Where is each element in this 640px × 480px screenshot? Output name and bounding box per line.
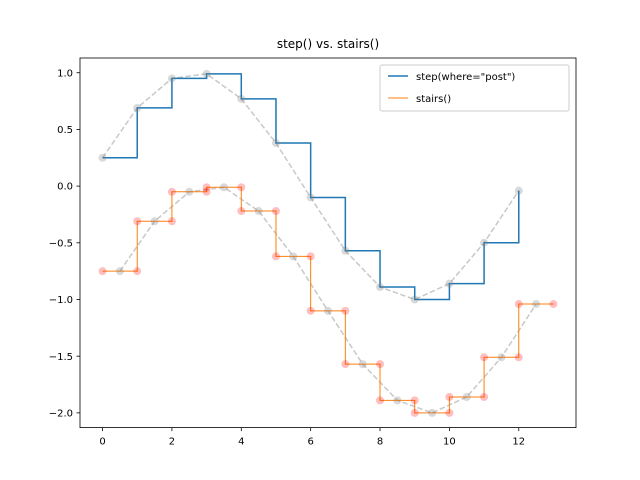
stairs-edge-point: [341, 360, 350, 369]
stairs-edge-point: [410, 408, 419, 417]
stairs-edge-point: [133, 267, 142, 276]
step-point: [480, 238, 489, 247]
legend-label-stairs: stairs(): [416, 94, 451, 105]
y-tick-label: −1.0: [49, 295, 73, 306]
legend: step(where="post") stairs(): [379, 64, 570, 112]
x-tick-label: 2: [169, 437, 175, 448]
step-point: [306, 193, 315, 202]
y-axis: 1.0 0.5 0.0 −0.5 −1.0 −1.5 −2.0: [49, 68, 80, 419]
y-tick-label: −0.5: [49, 238, 73, 249]
legend-label-step: step(where="post"): [416, 72, 515, 83]
stairs-center-point: [428, 408, 437, 417]
y-tick-label: 0.0: [57, 182, 73, 193]
step-point: [341, 246, 350, 255]
stairs-edge-point: [410, 396, 419, 405]
stairs-center-point: [185, 187, 194, 196]
step-point: [167, 74, 176, 83]
stairs-edge-point: [271, 252, 280, 261]
x-tick-label: 8: [377, 437, 383, 448]
chart-title: step() vs. stairs(): [277, 37, 379, 51]
stairs-edge-point: [549, 300, 558, 309]
stairs-center-point: [115, 267, 124, 276]
legend-box: [379, 64, 570, 112]
stairs-edge-point: [306, 306, 315, 315]
step-point: [514, 186, 523, 195]
y-tick-label: 0.5: [57, 125, 73, 136]
stairs-edge-point: [480, 353, 489, 362]
stairs-edge-point: [445, 408, 454, 417]
stairs-edge-point: [514, 300, 523, 309]
step-point: [237, 94, 246, 103]
stairs-edge-point: [167, 187, 176, 196]
stairs-edge-point: [445, 392, 454, 401]
stairs-center-point: [532, 300, 541, 309]
series-stairs-line: [102, 186, 554, 414]
stairs-edge-point: [341, 306, 350, 315]
x-tick-label: 10: [443, 437, 456, 448]
stairs-edge-point: [133, 217, 142, 226]
y-tick-label: −1.5: [49, 352, 73, 363]
step-point: [410, 295, 419, 304]
stairs-edge-point: [376, 360, 385, 369]
step-point: [98, 153, 107, 162]
step-point: [271, 139, 280, 148]
x-tick-label: 12: [512, 437, 525, 448]
x-tick-label: 6: [307, 437, 313, 448]
x-tick-label: 0: [99, 437, 105, 448]
stairs-center-point: [497, 353, 506, 362]
series-step-line: [102, 73, 520, 301]
step-point: [133, 103, 142, 112]
step-point: [202, 69, 211, 78]
stairs-edge-point: [98, 267, 107, 276]
stairs-edge-point: [202, 183, 211, 192]
stairs-center-point: [393, 396, 402, 405]
stairs-center-point: [358, 360, 367, 369]
stairs-edge-point: [237, 207, 246, 216]
y-tick-label: −2.0: [49, 408, 73, 419]
plot-area: [98, 69, 558, 417]
x-tick-label: 4: [238, 437, 244, 448]
x-axis: 0 2 4 6 8 10 12: [99, 427, 525, 448]
stairs-center-point: [219, 183, 228, 192]
stairs-edge-point: [514, 353, 523, 362]
stairs-edge-point: [376, 396, 385, 405]
step-point: [445, 279, 454, 288]
stairs-edge-point: [306, 252, 315, 261]
stairs-center-point: [324, 306, 332, 315]
step-point: [376, 283, 385, 292]
stairs-center-point: [462, 392, 471, 401]
stairs-edge-point: [271, 207, 280, 216]
stairs-edge-point: [237, 183, 246, 192]
stairs-edge-point: [202, 187, 211, 196]
y-tick-label: 1.0: [57, 68, 73, 79]
stairs-edge-point: [480, 392, 489, 401]
stairs-center-point: [254, 207, 263, 216]
stairs-edge-point: [167, 217, 176, 226]
stairs-center-point: [289, 252, 298, 261]
stairs-center-point: [150, 217, 159, 226]
